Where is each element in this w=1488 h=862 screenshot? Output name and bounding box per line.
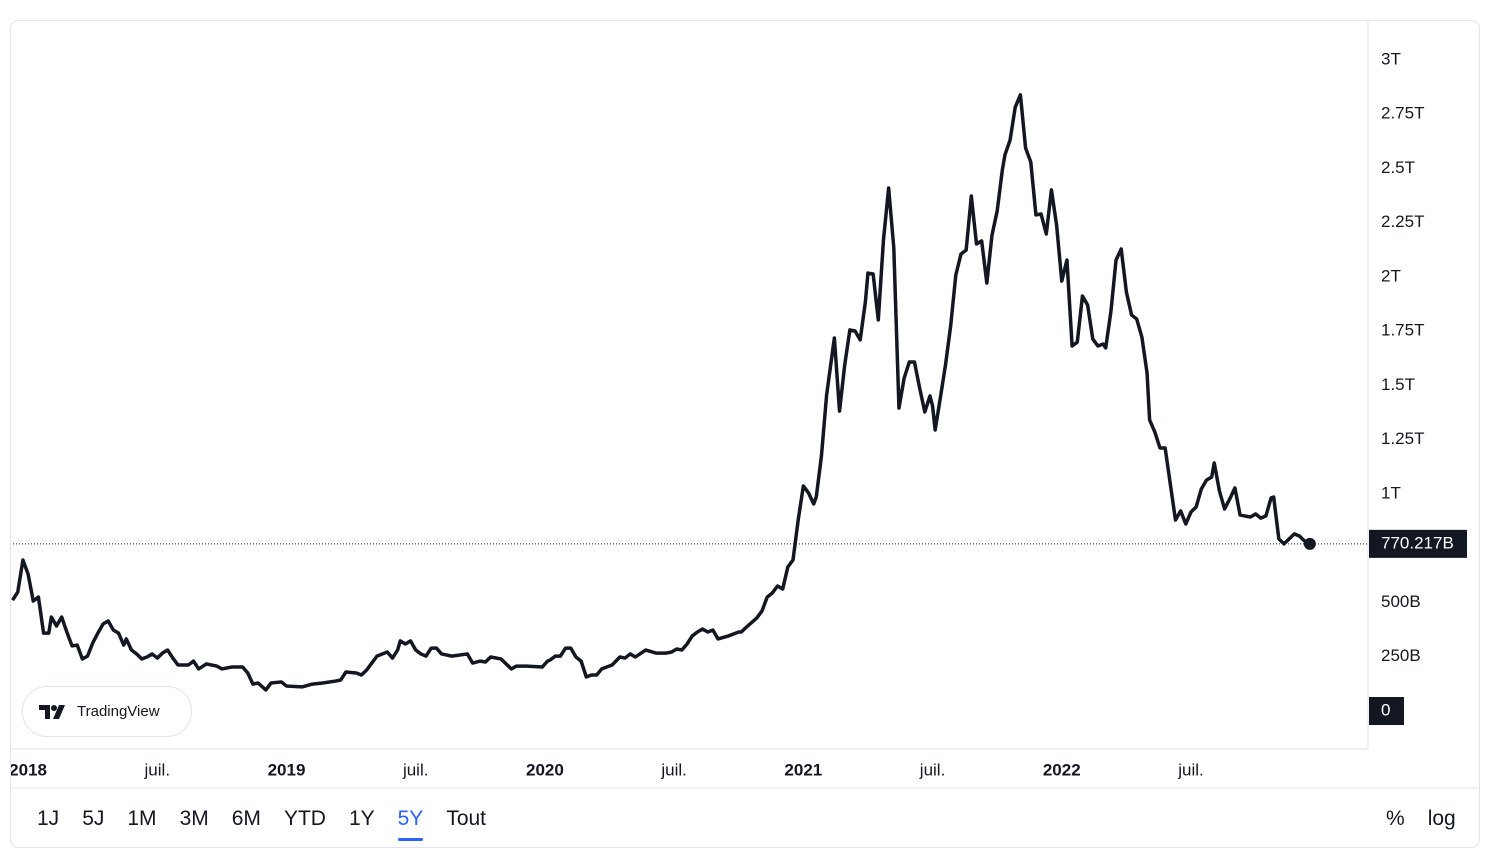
price-label: 770.217B [1381,533,1454,552]
plot [11,93,1368,692]
last-point [1303,537,1316,550]
y-tick-box [1369,697,1404,726]
watermark-text: TradingView [77,703,160,720]
x-axis: 2018 juil. 2019 juil. 2020 juil. 2021 juil. 2022… [9,760,1204,779]
y-tick-label: 1.5T [1381,375,1415,394]
line [11,93,1311,692]
frame [10,20,1480,848]
y-tick-label: 2T [1381,266,1401,285]
logo [39,704,65,719]
x-tick-label: juil. [660,760,687,779]
y-tick-label: 1.75T [1381,321,1424,340]
watermark[interactable]: TradingView [22,686,192,737]
range-button[interactable]: Tout [446,807,487,830]
y-tick-label: 2.75T [1381,104,1424,123]
range-buttons: 1J 5J 1M 3M 6M YTD 1Y 5Y Tout [37,804,487,841]
y-tick-label: 1T [1381,483,1401,502]
y-tick-label: 2.5T [1381,158,1415,177]
price-label-box [1369,529,1467,558]
range-button[interactable]: YTD [283,807,326,830]
range-button[interactable]: % [1386,807,1405,830]
y-tick-label: 250B [1381,646,1421,665]
y-tick-label: 0 [1381,701,1390,720]
range-button[interactable]: 3M [179,807,209,830]
y-tick-label: 1.25T [1381,429,1424,448]
range-button[interactable]: 5J [82,807,105,830]
range-button[interactable]: 1M [127,807,157,830]
x-tick-label: 2018 [9,760,47,779]
x-tick-label: juil. [919,760,946,779]
x-tick-label: juil. [402,760,429,779]
range-button[interactable]: log [1427,807,1456,830]
x-tick-label: 2019 [268,760,306,779]
range-button[interactable]: 5Y [397,804,423,841]
range-button[interactable]: 6M [231,807,261,830]
x-tick-label: 2021 [784,760,822,779]
x-tick-label: 2020 [526,760,564,779]
y-tick-label: 500B [1381,592,1421,611]
x-tick-label: 2022 [1043,760,1081,779]
x-tick-label: juil. [144,760,171,779]
scale-buttons: % log [1386,804,1456,836]
range-button[interactable]: 1J [37,807,60,830]
range-button[interactable]: 1Y [348,807,375,830]
y-axis: 0 250B 500B 1T 1.25T 1.5T 1.75T 2T 2.25T 2.5T 2.75… [1369,49,1467,726]
y-tick-label: 2.25T [1381,212,1424,231]
y-tick-label: 3T [1381,49,1401,68]
x-tick-label: juil. [1177,760,1204,779]
